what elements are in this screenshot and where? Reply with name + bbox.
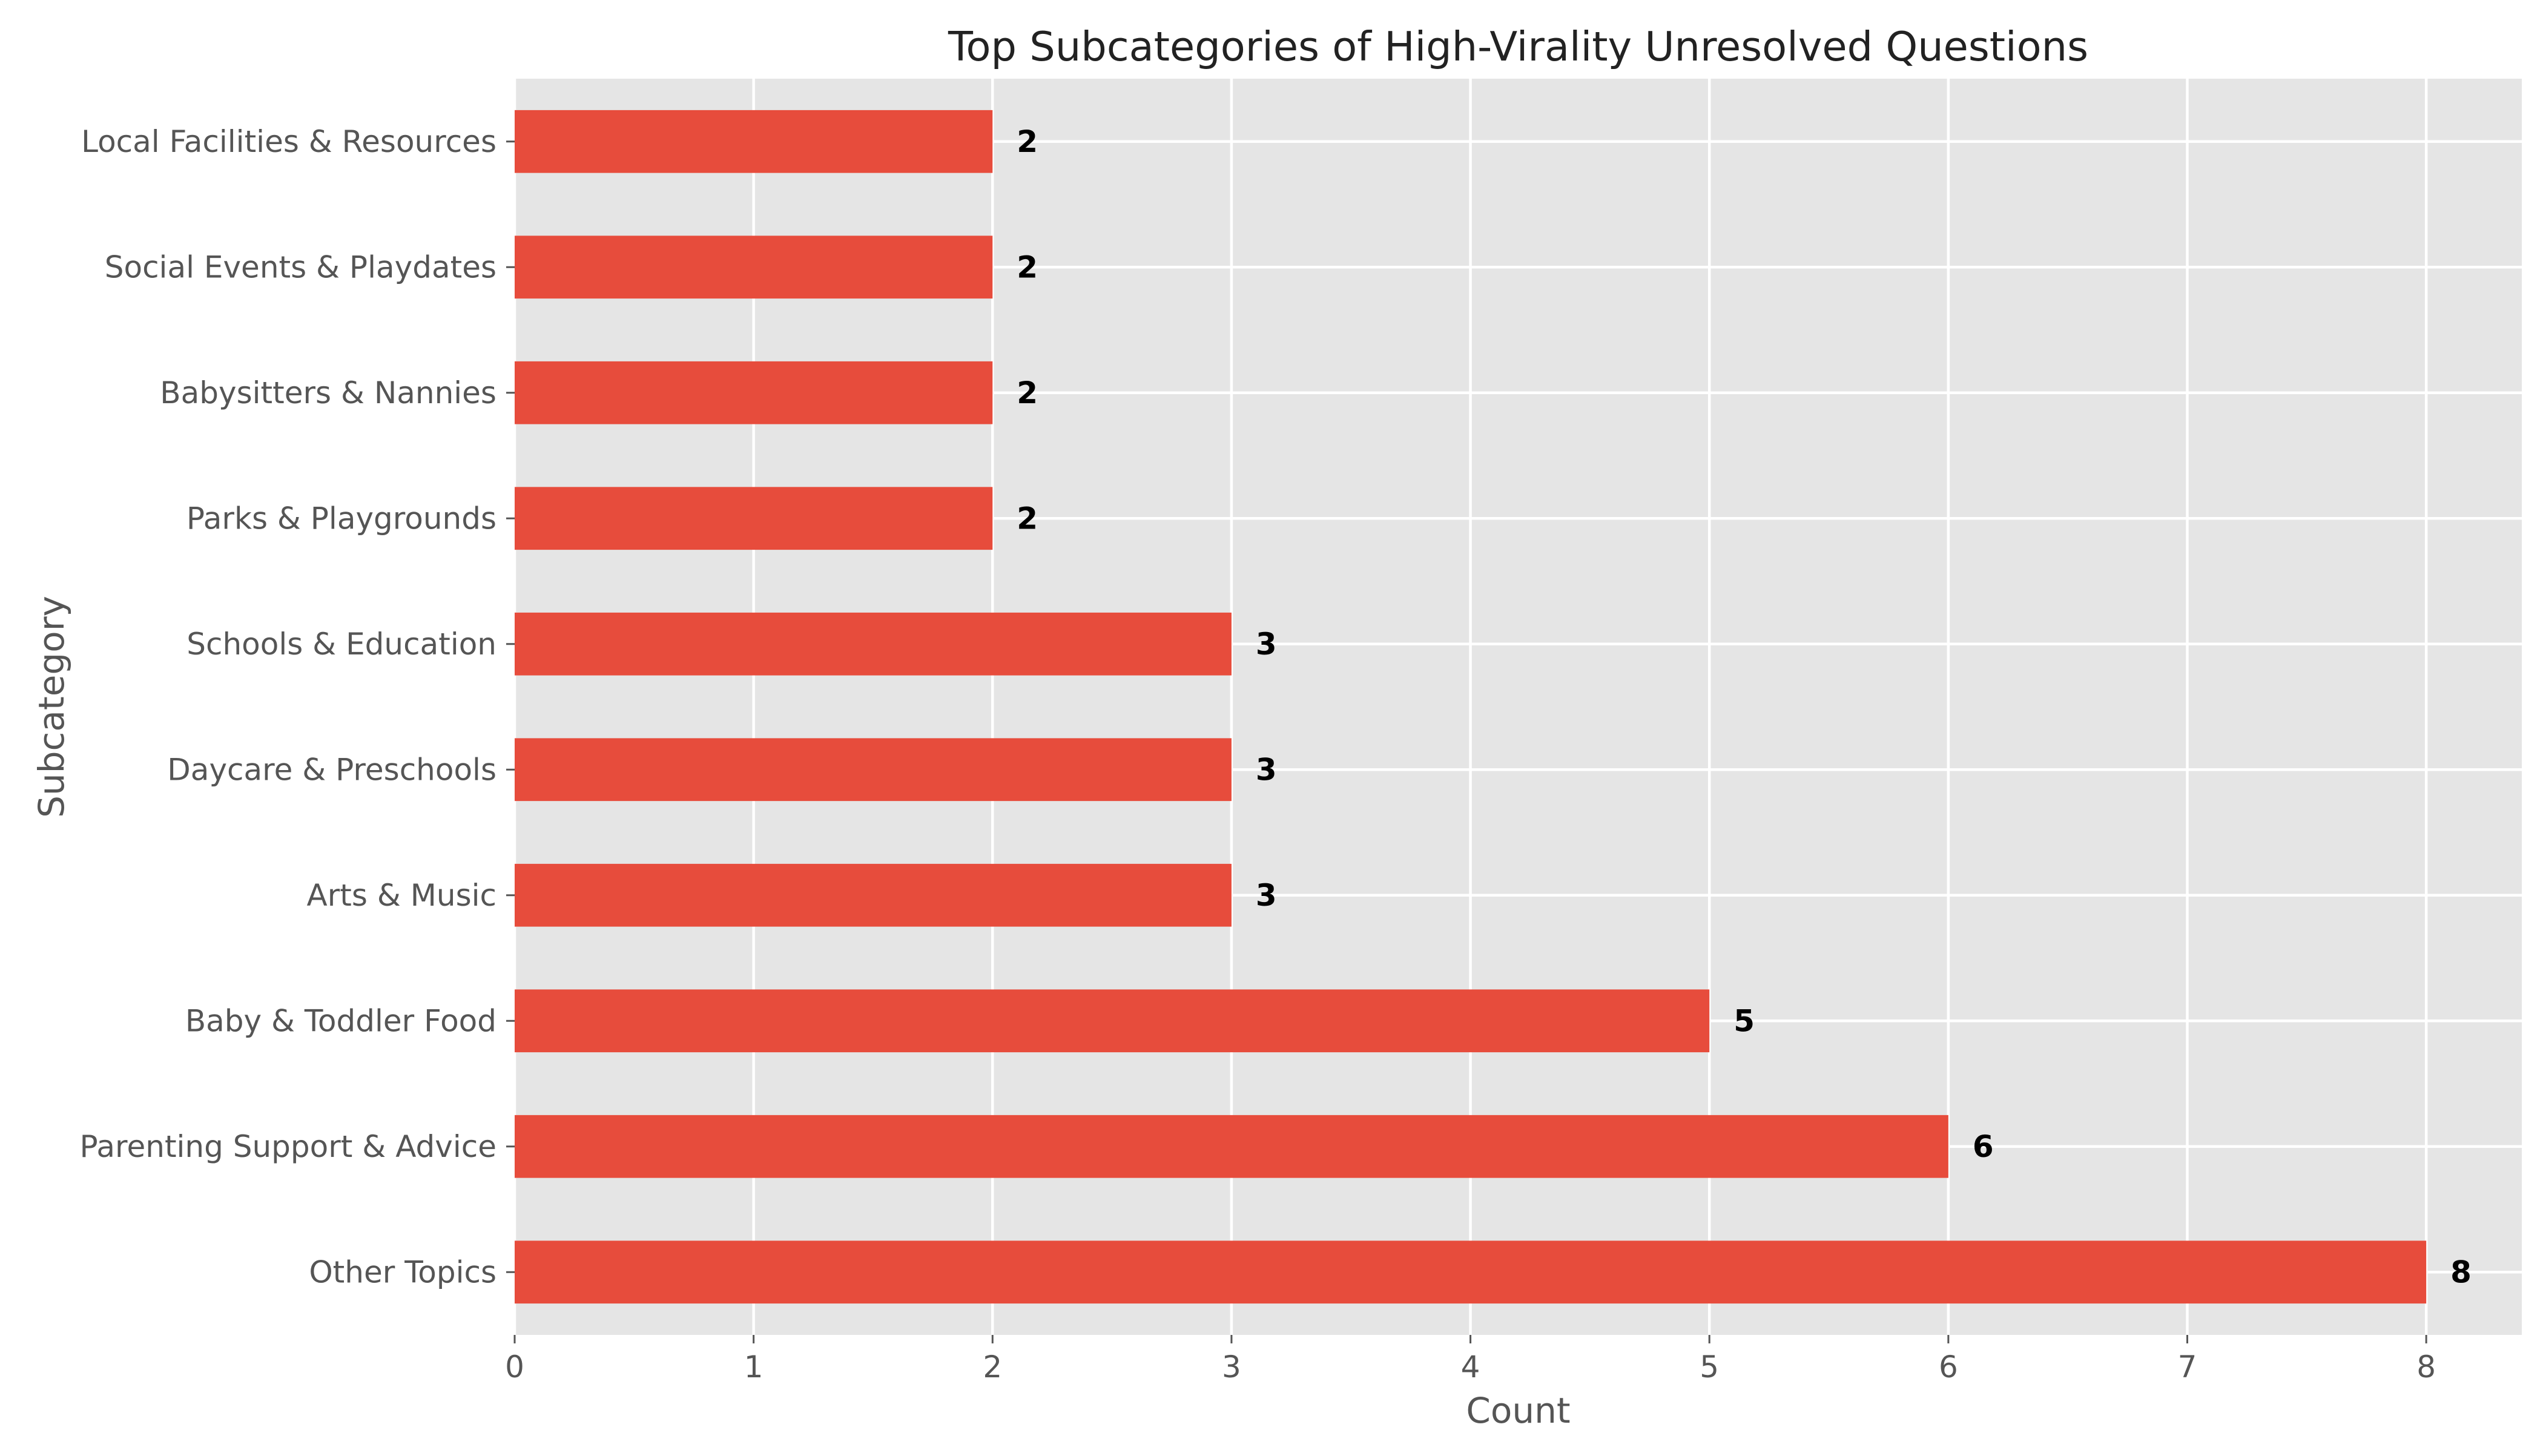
- bar: [515, 1115, 1948, 1178]
- bar: [515, 487, 993, 550]
- chart-title: Top Subcategories of High-Virality Unres…: [948, 23, 2088, 70]
- bar: [515, 236, 993, 299]
- data-label: 2: [1017, 501, 1038, 536]
- data-labels: 8 6 5 3 3 3 2 2 2 2: [1017, 124, 2472, 1290]
- y-tick-label: Social Events & Playdates: [105, 249, 496, 285]
- x-tick-label: 8: [2416, 1349, 2436, 1385]
- y-axis-label: Subcategory: [31, 596, 72, 818]
- x-tick-label: 4: [1461, 1349, 1480, 1385]
- data-label: 2: [1017, 249, 1038, 285]
- y-tick-label: Babysitters & Nannies: [160, 375, 496, 410]
- y-tick-label: Baby & Toddler Food: [185, 1003, 496, 1038]
- x-tick-label: 1: [744, 1349, 764, 1385]
- x-axis-ticks: 0 1 2 3 4 5 6 7 8: [505, 1335, 2436, 1385]
- x-tick-label: 7: [2178, 1349, 2197, 1385]
- data-label: 3: [1256, 878, 1277, 913]
- x-tick-label: 3: [1222, 1349, 1241, 1385]
- y-tick-label: Arts & Music: [307, 878, 496, 913]
- y-axis-ticks: Other Topics Parenting Support & Advice Ba…: [79, 124, 515, 1290]
- y-tick-label: Daycare & Preschools: [167, 752, 496, 787]
- bar: [515, 612, 1232, 676]
- data-label: 5: [1733, 1003, 1755, 1038]
- x-tick-label: 5: [1700, 1349, 1719, 1385]
- x-tick-label: 6: [1939, 1349, 1958, 1385]
- bars: [515, 110, 2427, 1304]
- y-tick-label: Parks & Playgrounds: [186, 501, 496, 536]
- data-label: 3: [1256, 752, 1277, 787]
- y-tick-label: Parenting Support & Advice: [79, 1129, 496, 1164]
- y-tick-label: Schools & Education: [186, 627, 496, 662]
- data-label: 2: [1017, 124, 1038, 159]
- bar: [515, 361, 993, 424]
- x-tick-label: 2: [983, 1349, 1002, 1385]
- y-tick-label: Local Facilities & Resources: [81, 124, 496, 159]
- x-tick-label: 0: [505, 1349, 524, 1385]
- bar: [515, 863, 1232, 927]
- data-label: 6: [1973, 1129, 1994, 1164]
- x-axis-label: Count: [1466, 1390, 1570, 1431]
- bar: [515, 1240, 2427, 1304]
- data-label: 8: [2450, 1254, 2472, 1290]
- y-tick-label: Other Topics: [309, 1254, 496, 1290]
- data-label: 2: [1017, 375, 1038, 410]
- bar: [515, 110, 993, 173]
- data-label: 3: [1256, 627, 1277, 662]
- bar: [515, 989, 1710, 1053]
- bar: [515, 738, 1232, 802]
